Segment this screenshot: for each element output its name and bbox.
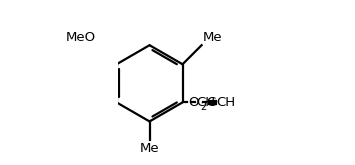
Text: Me: Me xyxy=(140,142,159,155)
Text: C: C xyxy=(207,96,216,109)
Text: MeO: MeO xyxy=(66,31,96,44)
Text: CH: CH xyxy=(196,96,215,109)
Text: CH: CH xyxy=(216,96,235,109)
Text: Me: Me xyxy=(203,31,223,44)
Text: 2: 2 xyxy=(201,102,207,113)
Text: O: O xyxy=(188,96,198,109)
